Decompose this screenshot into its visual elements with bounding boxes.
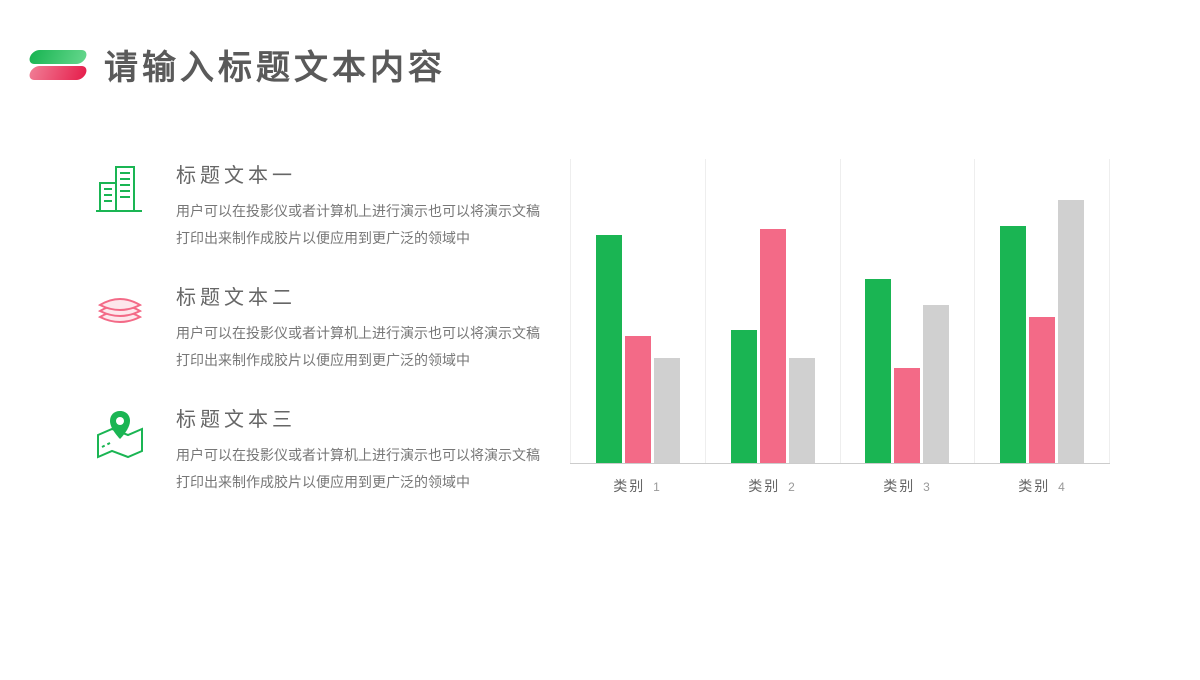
chart-group [705, 159, 840, 463]
chart-bar [625, 336, 651, 462]
chart-bar [865, 279, 891, 462]
feature-list: 标题文本一 用户可以在投影仪或者计算机上进行演示也可以将演示文稿打印出来制作成胶… [90, 159, 550, 496]
chart-bar [894, 368, 920, 463]
logo-icon [30, 50, 86, 80]
chart-x-label: 类别 3 [840, 476, 975, 496]
papers-icon [90, 281, 150, 341]
buildings-icon [90, 159, 150, 219]
chart-bar [596, 235, 622, 463]
item-title: 标题文本三 [176, 403, 550, 432]
item-title: 标题文本二 [176, 281, 550, 310]
chart-x-label: 类别 4 [975, 476, 1110, 496]
chart-bar [923, 305, 949, 463]
item-body: 用户可以在投影仪或者计算机上进行演示也可以将演示文稿打印出来制作成胶片以便应用到… [176, 198, 550, 251]
chart-group [840, 159, 975, 463]
page-title: 请输入标题文本内容 [104, 40, 446, 89]
chart-bar [1029, 317, 1055, 462]
bar-chart: 类别 1类别 2类别 3类别 4 [570, 159, 1110, 496]
chart-bar [1058, 200, 1084, 462]
item-body: 用户可以在投影仪或者计算机上进行演示也可以将演示文稿打印出来制作成胶片以便应用到… [176, 442, 550, 495]
list-item: 标题文本一 用户可以在投影仪或者计算机上进行演示也可以将演示文稿打印出来制作成胶… [90, 159, 550, 251]
slide-header: 请输入标题文本内容 [30, 40, 1170, 89]
chart-x-label: 类别 1 [570, 476, 705, 496]
list-item: 标题文本三 用户可以在投影仪或者计算机上进行演示也可以将演示文稿打印出来制作成胶… [90, 403, 550, 495]
chart-x-label: 类别 2 [705, 476, 840, 496]
chart-bar [1000, 226, 1026, 463]
chart-bar [731, 330, 757, 463]
chart-bar [789, 358, 815, 462]
chart-bar [760, 229, 786, 463]
chart-group [570, 159, 705, 463]
map-pin-icon [90, 403, 150, 463]
chart-bar [654, 358, 680, 462]
item-body: 用户可以在投影仪或者计算机上进行演示也可以将演示文稿打印出来制作成胶片以便应用到… [176, 320, 550, 373]
list-item: 标题文本二 用户可以在投影仪或者计算机上进行演示也可以将演示文稿打印出来制作成胶… [90, 281, 550, 373]
item-title: 标题文本一 [176, 159, 550, 188]
chart-group [974, 159, 1110, 463]
